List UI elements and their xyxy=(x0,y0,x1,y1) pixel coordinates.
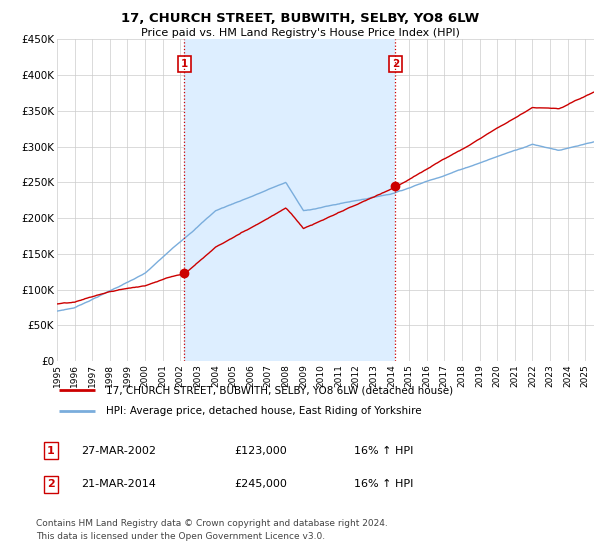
Text: HPI: Average price, detached house, East Riding of Yorkshire: HPI: Average price, detached house, East… xyxy=(106,405,421,416)
Text: 1: 1 xyxy=(47,446,55,456)
Text: 16% ↑ HPI: 16% ↑ HPI xyxy=(354,446,413,456)
Bar xyxy=(184,39,395,361)
Text: 17, CHURCH STREET, BUBWITH, SELBY, YO8 6LW: 17, CHURCH STREET, BUBWITH, SELBY, YO8 6… xyxy=(121,12,479,25)
Text: 21-MAR-2014: 21-MAR-2014 xyxy=(81,479,156,489)
Text: 17, CHURCH STREET, BUBWITH, SELBY, YO8 6LW (detached house): 17, CHURCH STREET, BUBWITH, SELBY, YO8 6… xyxy=(106,385,453,395)
Text: 1: 1 xyxy=(181,59,188,69)
Text: 27-MAR-2002: 27-MAR-2002 xyxy=(81,446,156,456)
Text: Price paid vs. HM Land Registry's House Price Index (HPI): Price paid vs. HM Land Registry's House … xyxy=(140,28,460,38)
Text: £123,000: £123,000 xyxy=(234,446,287,456)
Text: £245,000: £245,000 xyxy=(234,479,287,489)
Text: This data is licensed under the Open Government Licence v3.0.: This data is licensed under the Open Gov… xyxy=(36,532,325,541)
Text: 2: 2 xyxy=(392,59,399,69)
Text: 2: 2 xyxy=(47,479,55,489)
Text: 16% ↑ HPI: 16% ↑ HPI xyxy=(354,479,413,489)
Text: Contains HM Land Registry data © Crown copyright and database right 2024.: Contains HM Land Registry data © Crown c… xyxy=(36,519,388,528)
